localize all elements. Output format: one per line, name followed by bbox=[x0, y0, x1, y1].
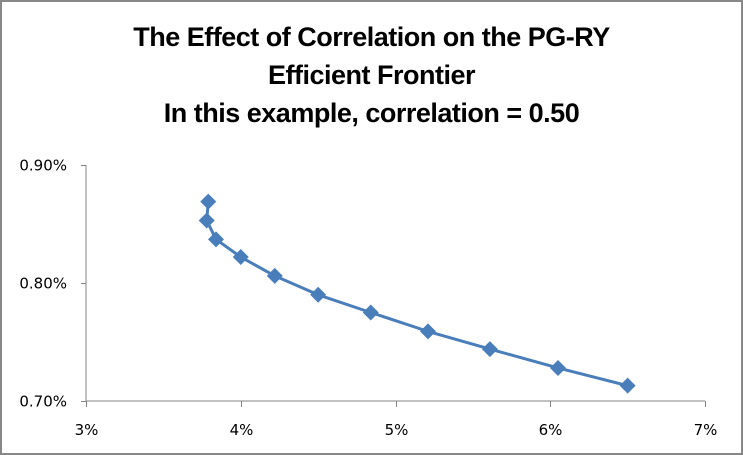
y-tick-label: 0.80% bbox=[19, 275, 67, 293]
chart-title-line-3: In this example, correlation = 0.50 bbox=[163, 98, 580, 128]
data-point-diamond bbox=[200, 193, 217, 210]
chart-title: The Effect of Correlation on the PG-RY E… bbox=[0, 18, 743, 132]
data-point-diamond bbox=[481, 341, 498, 358]
data-point-diamond bbox=[619, 377, 636, 394]
data-point-diamond bbox=[207, 231, 224, 248]
y-tick-label: 0.70% bbox=[19, 393, 67, 411]
data-point-diamond bbox=[419, 323, 436, 340]
data-point-diamond bbox=[198, 212, 215, 229]
y-tick-label: 0.90% bbox=[19, 157, 67, 175]
x-tick-label: 4% bbox=[230, 421, 254, 439]
x-tick-label: 5% bbox=[385, 421, 409, 439]
x-tick-label: 7% bbox=[694, 421, 718, 439]
data-point-diamond bbox=[549, 359, 566, 376]
x-tick-label: 6% bbox=[539, 421, 563, 439]
chart-title-line-1: The Effect of Correlation on the PG-RY bbox=[133, 22, 610, 52]
data-point-diamond bbox=[310, 286, 327, 303]
chart-title-line-2: Efficient Frontier bbox=[267, 60, 476, 90]
data-point-diamond bbox=[362, 304, 379, 321]
data-point-diamond bbox=[232, 249, 249, 266]
x-tick-label: 3% bbox=[75, 421, 99, 439]
series-line bbox=[205, 201, 628, 388]
data-point-diamond bbox=[266, 267, 283, 284]
